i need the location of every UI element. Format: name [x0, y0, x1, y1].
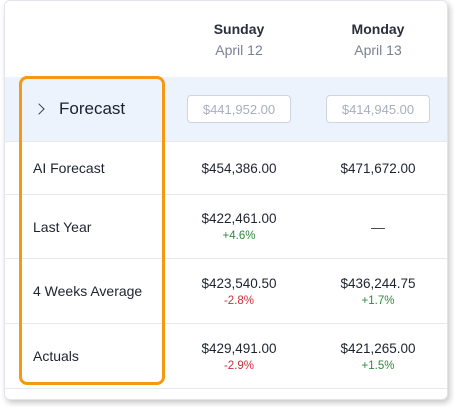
chevron-right-icon[interactable] — [33, 103, 45, 115]
forecast-input[interactable]: $441,952.00 — [187, 95, 291, 123]
column-day: Sunday — [213, 20, 265, 37]
column-header-monday: Monday April 13 — [313, 1, 443, 77]
row-label: Last Year — [33, 218, 92, 235]
table-cell: — — [313, 195, 443, 258]
cell-delta: -2.9% — [223, 359, 255, 372]
forecast-expand-toggle[interactable]: Forecast — [33, 77, 126, 141]
column-day: Monday — [351, 20, 405, 37]
cell-delta: +1.7% — [361, 294, 395, 307]
forecast-table: Sunday April 12 Monday April 13 Forecast… — [4, 0, 448, 400]
cell-value: $436,244.75 — [340, 275, 416, 291]
table-cell: $429,491.00 -2.9% — [174, 324, 304, 388]
cell-value: $422,461.00 — [201, 211, 277, 226]
forecast-input[interactable]: $414,945.00 — [326, 95, 430, 123]
table-row-forecast: Forecast $441,952.00 $414,945.00 — [5, 77, 447, 142]
row-label: 4 Weeks Average — [33, 283, 143, 299]
table-cell: $471,672.00 — [313, 142, 443, 194]
table-cell: $454,386.00 — [174, 142, 304, 194]
table-cell: $421,265.00 +1.5% — [313, 324, 443, 388]
cell-value: $429,491.00 — [201, 340, 277, 356]
table-row-actuals: Actuals $429,491.00 -2.9% $421,265.00 +1… — [5, 324, 447, 389]
cell-delta: +4.6% — [222, 230, 256, 242]
cell-value: $421,265.00 — [340, 340, 416, 356]
cell-value: $454,386.00 — [201, 160, 277, 176]
table-cell: $423,540.50 -2.8% — [174, 259, 304, 323]
row-label: Forecast — [59, 99, 126, 118]
column-header-sunday: Sunday April 12 — [174, 1, 304, 77]
column-date: April 13 — [354, 41, 402, 58]
table-row-last-year: Last Year $422,461.00 +4.6% — — [5, 195, 447, 259]
cell-value: $471,672.00 — [340, 160, 416, 176]
table-cell: $422,461.00 +4.6% — [174, 195, 304, 258]
cell-value-empty: — — [371, 218, 385, 235]
table-row-4-weeks-average: 4 Weeks Average $423,540.50 -2.8% $436,2… — [5, 259, 447, 324]
cell-delta: -2.8% — [223, 294, 255, 307]
table-cell: $436,244.75 +1.7% — [313, 259, 443, 323]
table-header-row: Sunday April 12 Monday April 13 — [5, 1, 447, 78]
cell-value: $423,540.50 — [201, 275, 277, 291]
row-label: AI Forecast — [33, 160, 105, 176]
cell-delta: +1.5% — [361, 359, 395, 372]
row-label: Actuals — [33, 348, 79, 364]
forecast-cell: $414,945.00 — [313, 77, 443, 141]
column-date: April 12 — [215, 41, 263, 58]
table-row-ai-forecast: AI Forecast $454,386.00 $471,672.00 — [5, 142, 447, 195]
forecast-cell: $441,952.00 — [174, 77, 304, 141]
